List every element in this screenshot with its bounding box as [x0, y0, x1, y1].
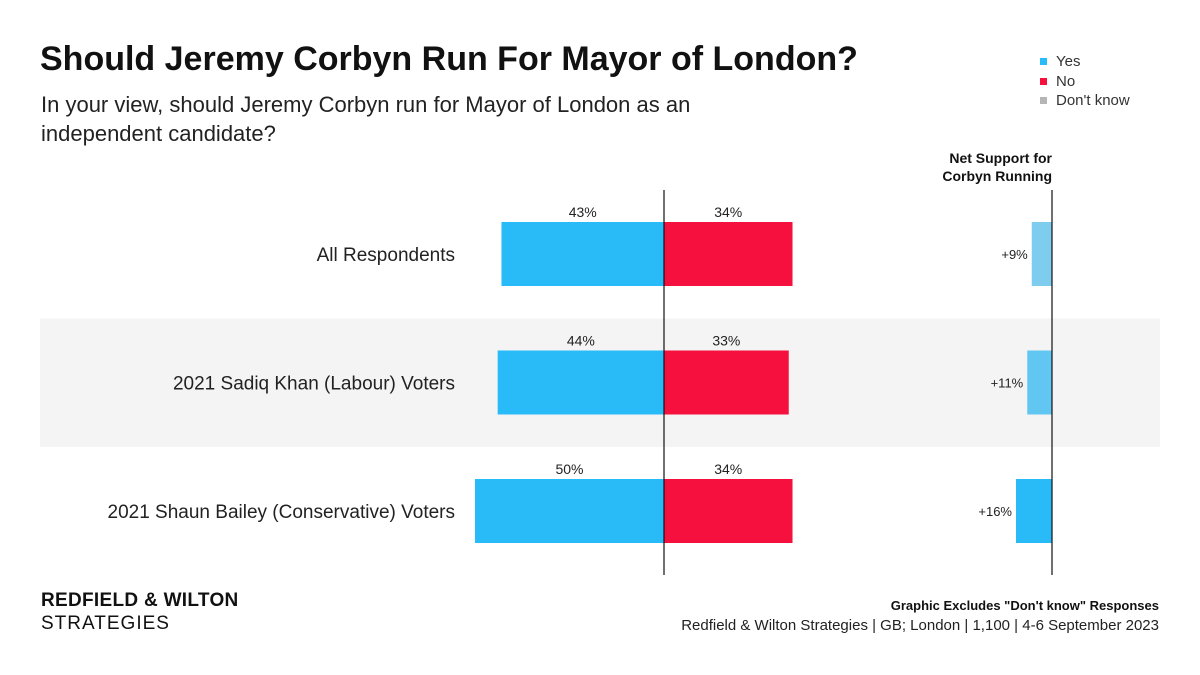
net-support-bar: [1031, 222, 1052, 286]
legend-label-yes: Yes: [1056, 53, 1081, 71]
no-value-label: 34%: [714, 461, 742, 477]
net-support-title-line: Corbyn Running: [942, 168, 1052, 184]
legend-item-yes: Yes: [1040, 52, 1130, 72]
legend-label-dont-know: Don't know: [1056, 92, 1130, 110]
yes-bar: [497, 350, 664, 415]
footer-note: Graphic Excludes "Don't know" Responses: [890, 598, 1159, 613]
category-label: All Respondents: [317, 245, 455, 266]
chart-subtitle: In your view, should Jeremy Corbyn run f…: [41, 92, 691, 146]
net-support-bar: [1016, 479, 1052, 543]
legend-swatch-no: [1040, 77, 1047, 85]
brand-subtitle: STRATEGIES: [41, 613, 170, 634]
brand-logo: REDFIELD & WILTON STRATEGIES: [41, 589, 239, 635]
legend-item-no: No: [1040, 72, 1130, 92]
yes-value-label: 50%: [555, 461, 583, 477]
legend-swatch-yes: [1040, 58, 1047, 66]
yes-bar: [501, 222, 664, 286]
brand-name: REDFIELD & WILTON: [41, 590, 239, 611]
net-support-label: +11%: [991, 376, 1024, 391]
footer-source: Redfield & Wilton Strategies | GB; Londo…: [681, 617, 1159, 634]
yes-value-label: 43%: [569, 204, 597, 220]
yes-value-label: 44%: [567, 333, 595, 349]
net-support-title-line: Net Support for: [949, 150, 1052, 166]
net-support-bar: [1027, 350, 1052, 415]
legend-swatch-dont-know: [1040, 97, 1047, 105]
yes-bar: [475, 479, 664, 543]
net-support-label: +9%: [1001, 247, 1028, 262]
no-bar: [664, 350, 789, 415]
no-value-label: 34%: [714, 204, 742, 220]
category-label: 2021 Shaun Bailey (Conservative) Voters: [108, 502, 455, 523]
category-label: 2021 Sadiq Khan (Labour) Voters: [173, 374, 455, 395]
footer-notes: Graphic Excludes "Don't know" Responses …: [681, 597, 1159, 637]
no-bar: [664, 222, 793, 286]
legend: Yes No Don't know: [1040, 52, 1130, 111]
legend-item-dont-know: Don't know: [1040, 91, 1130, 111]
no-value-label: 33%: [712, 333, 740, 349]
net-support-label: +16%: [978, 504, 1012, 519]
chart-title: Should Jeremy Corbyn Run For Mayor of Lo…: [40, 40, 858, 78]
no-bar: [664, 479, 793, 543]
legend-label-no: No: [1056, 72, 1076, 90]
